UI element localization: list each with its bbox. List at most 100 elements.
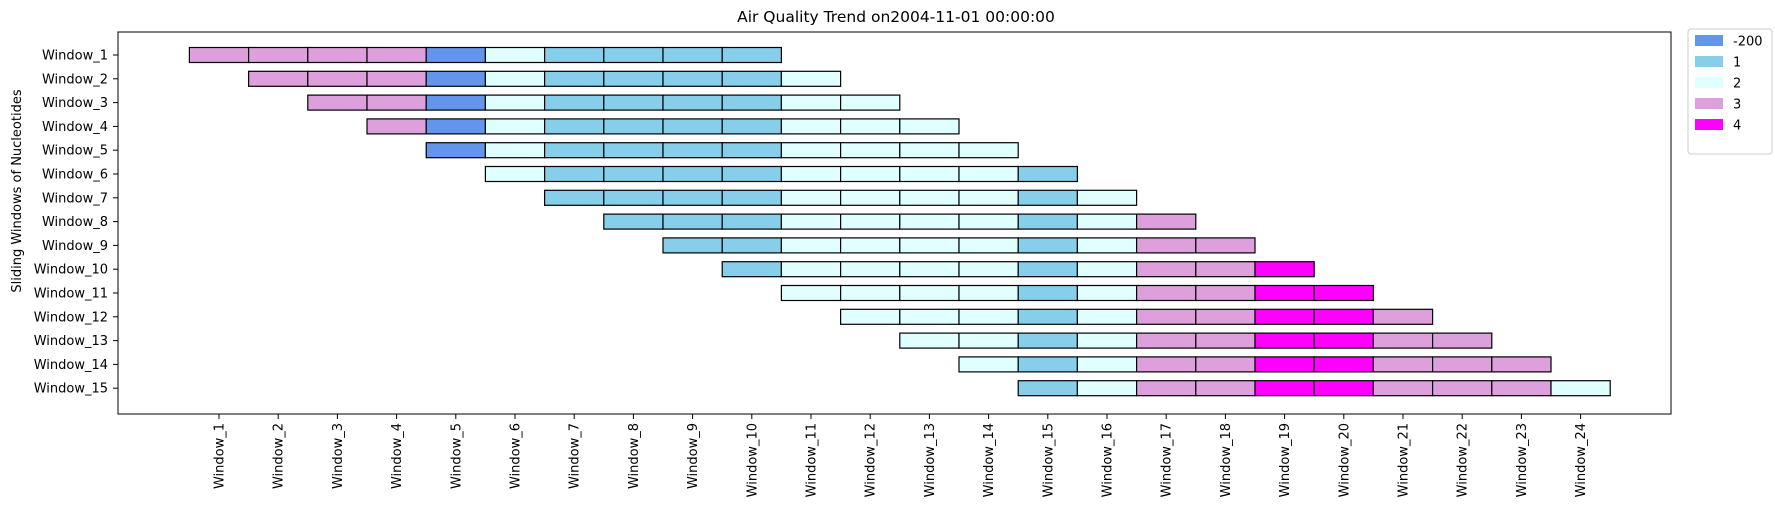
x-tick-label: Window_7 <box>568 423 583 489</box>
y-tick-label: Window_12 <box>34 310 108 325</box>
cell-window-6-col-7 <box>543 165 605 183</box>
cell-window-10-col-16 <box>1076 261 1138 278</box>
cell-window-4-col-5 <box>425 118 487 135</box>
cell-window-14-col-19 <box>1254 356 1315 373</box>
cell-window-8-col-13 <box>899 213 960 230</box>
cell-window-15-col-19 <box>1254 380 1315 397</box>
legend-swatch <box>1695 56 1723 67</box>
cell-window-7-col-7 <box>543 189 605 206</box>
cell-window-8-col-10 <box>721 213 783 230</box>
cell-window-1-col-1 <box>188 46 250 64</box>
cell-window-10-col-13 <box>899 261 960 278</box>
cell-window-7-col-8 <box>603 189 664 206</box>
cell-window-15-col-24 <box>1550 380 1611 397</box>
x-tick-label: Window_12 <box>864 423 879 497</box>
cell-window-3-col-8 <box>603 94 664 111</box>
y-tick-label: Window_11 <box>34 287 108 302</box>
cells-layer <box>188 46 1611 397</box>
legend-swatch <box>1695 98 1723 109</box>
cell-window-7-col-10 <box>721 189 783 206</box>
cell-window-11-col-17 <box>1135 284 1197 302</box>
y-tick-label: Window_14 <box>34 358 108 373</box>
y-tick-label: Window_9 <box>42 239 108 254</box>
cell-window-1-col-8 <box>603 46 664 64</box>
cell-window-8-col-11 <box>780 213 842 230</box>
cell-window-12-col-12 <box>839 308 901 325</box>
cell-window-15-col-23 <box>1491 380 1552 397</box>
cell-window-10-col-12 <box>839 261 901 278</box>
cell-window-11-col-18 <box>1195 284 1256 302</box>
cell-window-11-col-13 <box>899 284 960 302</box>
cell-window-13-col-15 <box>1017 332 1079 349</box>
y-tick-label: Window_10 <box>34 263 108 278</box>
cell-window-6-col-15 <box>1017 165 1079 183</box>
cell-window-4-col-8 <box>603 118 664 135</box>
cell-window-13-col-20 <box>1313 332 1374 349</box>
legend-label: 4 <box>1733 119 1741 134</box>
cell-window-10-col-18 <box>1195 261 1256 278</box>
cell-window-15-col-18 <box>1195 380 1256 397</box>
legend-label: 3 <box>1733 98 1741 113</box>
cell-window-14-col-20 <box>1313 356 1374 373</box>
cell-window-14-col-18 <box>1195 356 1256 373</box>
x-tick-label: Window_3 <box>331 423 346 489</box>
cell-window-15-col-15 <box>1017 380 1079 397</box>
cell-window-11-col-20 <box>1313 284 1374 302</box>
cell-window-1-col-2 <box>248 46 309 64</box>
cell-window-5-col-11 <box>780 142 842 159</box>
cell-window-7-col-16 <box>1076 189 1138 206</box>
cell-window-15-col-20 <box>1313 380 1374 397</box>
cell-window-12-col-19 <box>1254 308 1315 325</box>
cell-window-6-col-8 <box>603 165 664 183</box>
cell-window-7-col-9 <box>662 189 723 206</box>
chart-title: Air Quality Trend on2004-11-01 00:00:00 <box>737 8 1055 26</box>
cell-window-12-col-15 <box>1017 308 1079 325</box>
cell-window-13-col-14 <box>958 332 1019 349</box>
cell-window-12-col-20 <box>1313 308 1374 325</box>
legend: -200 1 2 3 4 <box>1687 28 1773 155</box>
y-ticks: Window_1 Window_2 Window_3 Window_4 Window_5… <box>34 49 118 397</box>
cell-window-13-col-19 <box>1254 332 1315 349</box>
x-tick-label: Window_21 <box>1397 423 1412 497</box>
x-tick-label: Window_6 <box>509 423 524 489</box>
cell-window-2-col-7 <box>543 70 605 87</box>
legend-label: 1 <box>1733 56 1741 71</box>
y-tick-label: Window_4 <box>42 120 108 135</box>
x-tick-label: Window_8 <box>627 423 642 489</box>
cell-window-11-col-19 <box>1254 284 1315 302</box>
cell-window-7-col-12 <box>839 189 901 206</box>
x-tick-label: Window_20 <box>1337 423 1352 497</box>
cell-window-15-col-21 <box>1372 380 1434 397</box>
cell-window-14-col-15 <box>1017 356 1079 373</box>
cell-window-14-col-14 <box>958 356 1019 373</box>
cell-window-8-col-12 <box>839 213 901 230</box>
plot-frame <box>117 31 1672 415</box>
cell-window-11-col-15 <box>1017 284 1079 302</box>
cell-window-5-col-13 <box>899 142 960 159</box>
cell-window-4-col-13 <box>899 118 960 135</box>
cell-window-14-col-16 <box>1076 356 1138 373</box>
x-tick-label: Window_1 <box>213 423 228 489</box>
cell-window-3-col-9 <box>662 94 723 111</box>
cell-window-2-col-10 <box>721 70 783 87</box>
cell-window-14-col-17 <box>1135 356 1197 373</box>
cell-window-12-col-17 <box>1135 308 1197 325</box>
cell-window-14-col-21 <box>1372 356 1434 373</box>
x-tick-label: Window_19 <box>1278 423 1293 497</box>
cell-window-11-col-14 <box>958 284 1019 302</box>
cell-window-7-col-14 <box>958 189 1019 206</box>
cell-window-9-col-11 <box>780 237 842 254</box>
cell-window-13-col-22 <box>1431 332 1493 349</box>
y-tick-label: Window_2 <box>42 72 108 87</box>
cell-window-15-col-17 <box>1135 380 1197 397</box>
cell-window-14-col-22 <box>1431 356 1493 373</box>
cell-window-2-col-9 <box>662 70 723 87</box>
cell-window-5-col-14 <box>958 142 1019 159</box>
cell-window-2-col-6 <box>484 70 546 87</box>
cell-window-13-col-17 <box>1135 332 1197 349</box>
cell-window-5-col-10 <box>721 142 783 159</box>
y-tick-label: Window_15 <box>34 382 108 397</box>
cell-window-10-col-14 <box>958 261 1019 278</box>
cell-window-6-col-13 <box>899 165 960 183</box>
